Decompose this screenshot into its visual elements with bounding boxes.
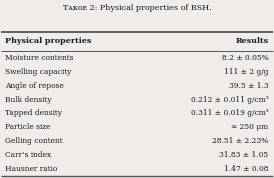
Text: 1.47 ± 0.08: 1.47 ± 0.08 <box>224 165 269 173</box>
Text: 111 ± 2 g/g: 111 ± 2 g/g <box>224 68 269 76</box>
Text: 0.311 ± 0.019 g/cm³: 0.311 ± 0.019 g/cm³ <box>191 109 269 117</box>
Text: Hausner ratio: Hausner ratio <box>5 165 58 173</box>
Text: 28.51 ± 2.23%: 28.51 ± 2.23% <box>212 137 269 145</box>
Text: Swelling capacity: Swelling capacity <box>5 68 72 76</box>
Text: Physical properties: Physical properties <box>5 37 92 45</box>
Text: Angle of repose: Angle of repose <box>5 82 64 90</box>
Text: Tapped density: Tapped density <box>5 109 62 117</box>
Text: Gelling content: Gelling content <box>5 137 63 145</box>
Text: Tᴀᴋᴏᴇ 2: Physical properties of BSH.: Tᴀᴋᴏᴇ 2: Physical properties of BSH. <box>63 4 211 12</box>
Text: 39.5 ± 1.3: 39.5 ± 1.3 <box>229 82 269 90</box>
Text: Carr’s index: Carr’s index <box>5 151 52 159</box>
Text: 0.212 ± 0.011 g/cm³: 0.212 ± 0.011 g/cm³ <box>191 96 269 104</box>
Text: Moisture contents: Moisture contents <box>5 54 74 62</box>
Text: 31.83 ± 1.05: 31.83 ± 1.05 <box>219 151 269 159</box>
Text: ≈ 250 μm: ≈ 250 μm <box>231 123 269 131</box>
Text: Results: Results <box>235 37 269 45</box>
Text: 8.2 ± 0.05%: 8.2 ± 0.05% <box>222 54 269 62</box>
Text: Particle size: Particle size <box>5 123 51 131</box>
Text: Bulk density: Bulk density <box>5 96 52 104</box>
